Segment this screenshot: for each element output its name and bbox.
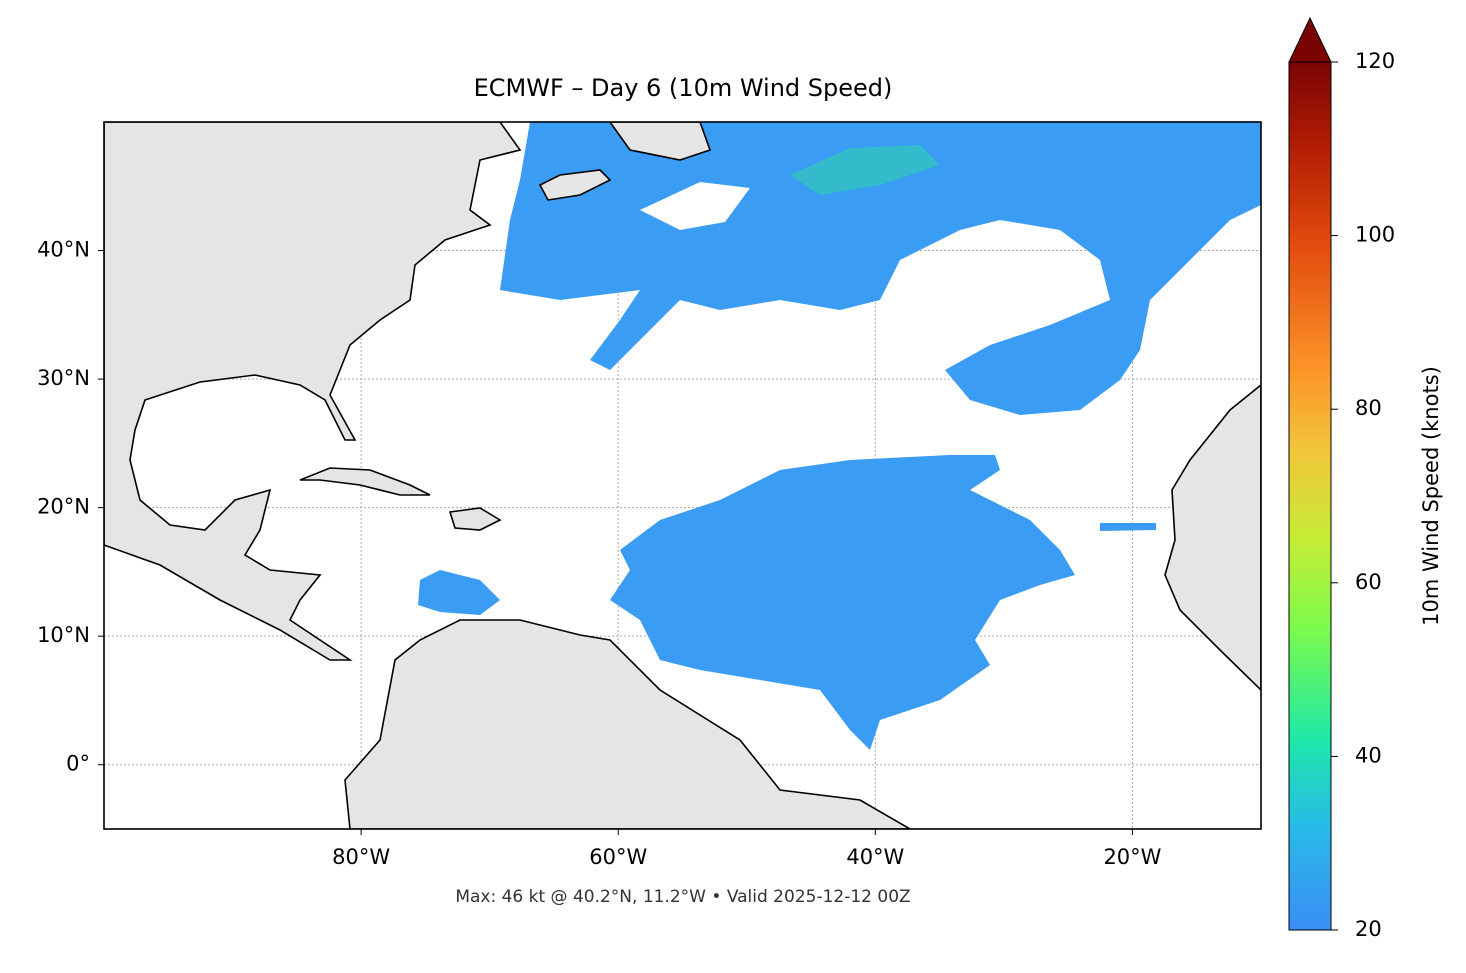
wind-gap [640,182,750,230]
wind-field [418,570,500,615]
colorbar-tick-label: 20 [1355,917,1382,941]
colorbar-tick-label: 80 [1355,396,1382,420]
south-america [344,619,912,829]
wind-field [790,145,940,195]
colorbar-label: 10m Wind Speed (knots) [1419,366,1443,626]
cuba [299,467,431,496]
africa [1164,383,1261,692]
colorbar-tick-label: 40 [1355,743,1382,767]
x-tick-label: 60°W [589,845,647,869]
hispaniola [448,507,502,531]
y-tick-label: 20°N [37,495,90,519]
north-america [104,122,522,661]
x-tick-label: 40°W [846,845,904,869]
wind-field [610,455,1075,750]
colorbar-extend [1288,16,1332,63]
y-tick-label: 10°N [37,623,90,647]
caption: Max: 46 kt @ 40.2°N, 11.2°W • Valid 2025… [455,887,910,907]
colorbar-tick-label: 60 [1355,570,1382,594]
colorbar [1288,61,1332,931]
plot-frame [103,121,1262,830]
x-tick-label: 80°W [332,845,390,869]
colorbar-tick-label: 120 [1355,49,1395,73]
newfoundland [538,169,612,201]
greenland-edge [609,122,712,161]
wind-field [1100,523,1156,531]
colorbar-tick-label: 100 [1355,223,1395,247]
y-tick-label: 30°N [37,366,90,390]
y-tick-label: 0° [66,752,90,776]
x-tick-label: 20°W [1103,845,1161,869]
chart-title: ECMWF – Day 6 (10m Wind Speed) [474,74,893,102]
y-tick-label: 40°N [37,238,90,262]
map [104,122,1261,829]
